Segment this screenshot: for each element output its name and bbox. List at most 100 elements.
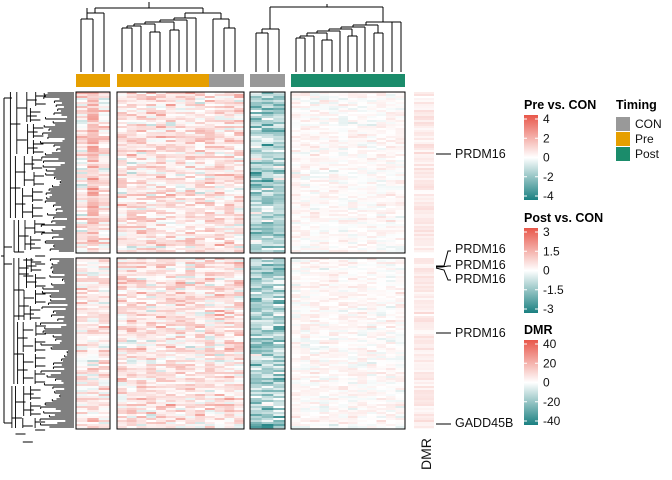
heatmap-cell	[338, 116, 349, 119]
heatmap-cell	[250, 320, 262, 323]
heatmap-cell	[250, 126, 262, 129]
heatmap-cell	[319, 108, 330, 111]
heatmap-cell	[386, 258, 396, 261]
heatmap-cell	[224, 306, 235, 309]
heatmap-cell	[195, 192, 206, 195]
heatmap-cell	[214, 100, 225, 103]
heatmap-cell	[76, 274, 88, 277]
heatmap-cell	[204, 350, 215, 353]
heatmap-cell	[165, 190, 176, 193]
heatmap-cell	[117, 378, 128, 381]
heatmap-cell	[310, 350, 320, 353]
heatmap-cell	[250, 226, 262, 229]
heatmap-cell	[319, 366, 330, 369]
heatmap-cell	[376, 324, 387, 327]
heatmap-cell	[165, 272, 176, 275]
heatmap-cell	[395, 98, 406, 101]
heatmap-cell	[204, 284, 215, 287]
heatmap-cell	[146, 266, 157, 269]
heatmap-cell	[291, 210, 301, 213]
heatmap-cell	[195, 172, 206, 175]
heatmap-cell	[76, 380, 88, 383]
heatmap-cell	[376, 132, 387, 135]
heatmap-cell	[329, 340, 339, 343]
heatmap-cell	[126, 228, 137, 231]
heatmap-cell	[175, 392, 186, 395]
heatmap-cell	[273, 424, 286, 427]
heatmap-cell	[185, 128, 196, 131]
heatmap-cell	[98, 156, 111, 159]
heatmap-cell	[395, 350, 406, 353]
heatmap-cell	[98, 92, 111, 95]
heatmap-cell	[376, 388, 387, 391]
heatmap-cell	[204, 404, 215, 407]
heatmap-cell	[146, 222, 157, 225]
heatmap-cell	[376, 184, 387, 187]
heatmap-cell	[98, 236, 111, 239]
heatmap-cell	[136, 314, 147, 317]
heatmap-cell	[273, 328, 286, 331]
heatmap-cell	[98, 390, 111, 393]
heatmap-cell	[357, 370, 368, 373]
heatmap-cell	[76, 344, 88, 347]
heatmap-cell	[291, 94, 301, 97]
heatmap-cell	[76, 136, 88, 139]
heatmap-cell	[204, 126, 215, 129]
heatmap-cell	[386, 92, 396, 95]
heatmap-cell	[234, 166, 245, 169]
heatmap-cell	[273, 206, 286, 209]
heatmap-cell	[234, 320, 245, 323]
heatmap-cell	[338, 258, 349, 261]
heatmap-cell	[98, 178, 111, 181]
heatmap-cell	[214, 134, 225, 137]
heatmap-cell	[261, 108, 274, 111]
heatmap-cell	[214, 224, 225, 227]
heatmap-cell	[98, 100, 111, 103]
heatmap-cell	[214, 202, 225, 205]
heatmap-cell	[386, 370, 396, 373]
heatmap-cell	[156, 398, 167, 401]
heatmap-cell	[146, 186, 157, 189]
heatmap-cell	[319, 250, 330, 253]
heatmap-cell	[165, 226, 176, 229]
heatmap-cell	[98, 306, 111, 309]
heatmap-cell	[234, 182, 245, 185]
heatmap-cell	[319, 178, 330, 181]
heatmap-cell	[329, 224, 339, 227]
heatmap-cell	[224, 202, 235, 205]
heatmap-cell	[348, 192, 358, 195]
heatmap-cell	[367, 110, 377, 113]
heatmap-cell	[214, 174, 225, 177]
heatmap-cell	[357, 318, 368, 321]
heatmap-cell	[376, 150, 387, 153]
heatmap-cell	[319, 140, 330, 143]
heatmap-cell	[98, 204, 111, 207]
heatmap-cell	[117, 124, 128, 127]
heatmap-cell	[261, 98, 274, 101]
heatmap-cell	[204, 328, 215, 331]
heatmap-cell	[156, 292, 167, 295]
heatmap-cell	[395, 354, 406, 357]
heatmap-cell	[224, 280, 235, 283]
heatmap-cell	[395, 146, 406, 149]
heatmap-cell	[348, 140, 358, 143]
heatmap-cell	[348, 98, 358, 101]
heatmap-cell	[310, 166, 320, 169]
heatmap-cell	[291, 248, 301, 251]
heatmap-cell	[310, 138, 320, 141]
heatmap-cell	[250, 378, 262, 381]
heatmap-cell	[175, 234, 186, 237]
heatmap-cell	[300, 178, 311, 181]
heatmap-cell	[165, 206, 176, 209]
heatmap-cell	[291, 116, 301, 119]
heatmap-cell	[367, 130, 377, 133]
heatmap-cell	[273, 96, 286, 99]
heatmap-cell	[319, 162, 330, 165]
heatmap-cell	[156, 118, 167, 121]
heatmap-cell	[329, 164, 339, 167]
heatmap-cell	[185, 218, 196, 221]
heatmap-cell	[310, 300, 320, 303]
heatmap-cell	[126, 216, 137, 219]
heatmap-cell	[386, 198, 396, 201]
heatmap-cell	[214, 336, 225, 339]
